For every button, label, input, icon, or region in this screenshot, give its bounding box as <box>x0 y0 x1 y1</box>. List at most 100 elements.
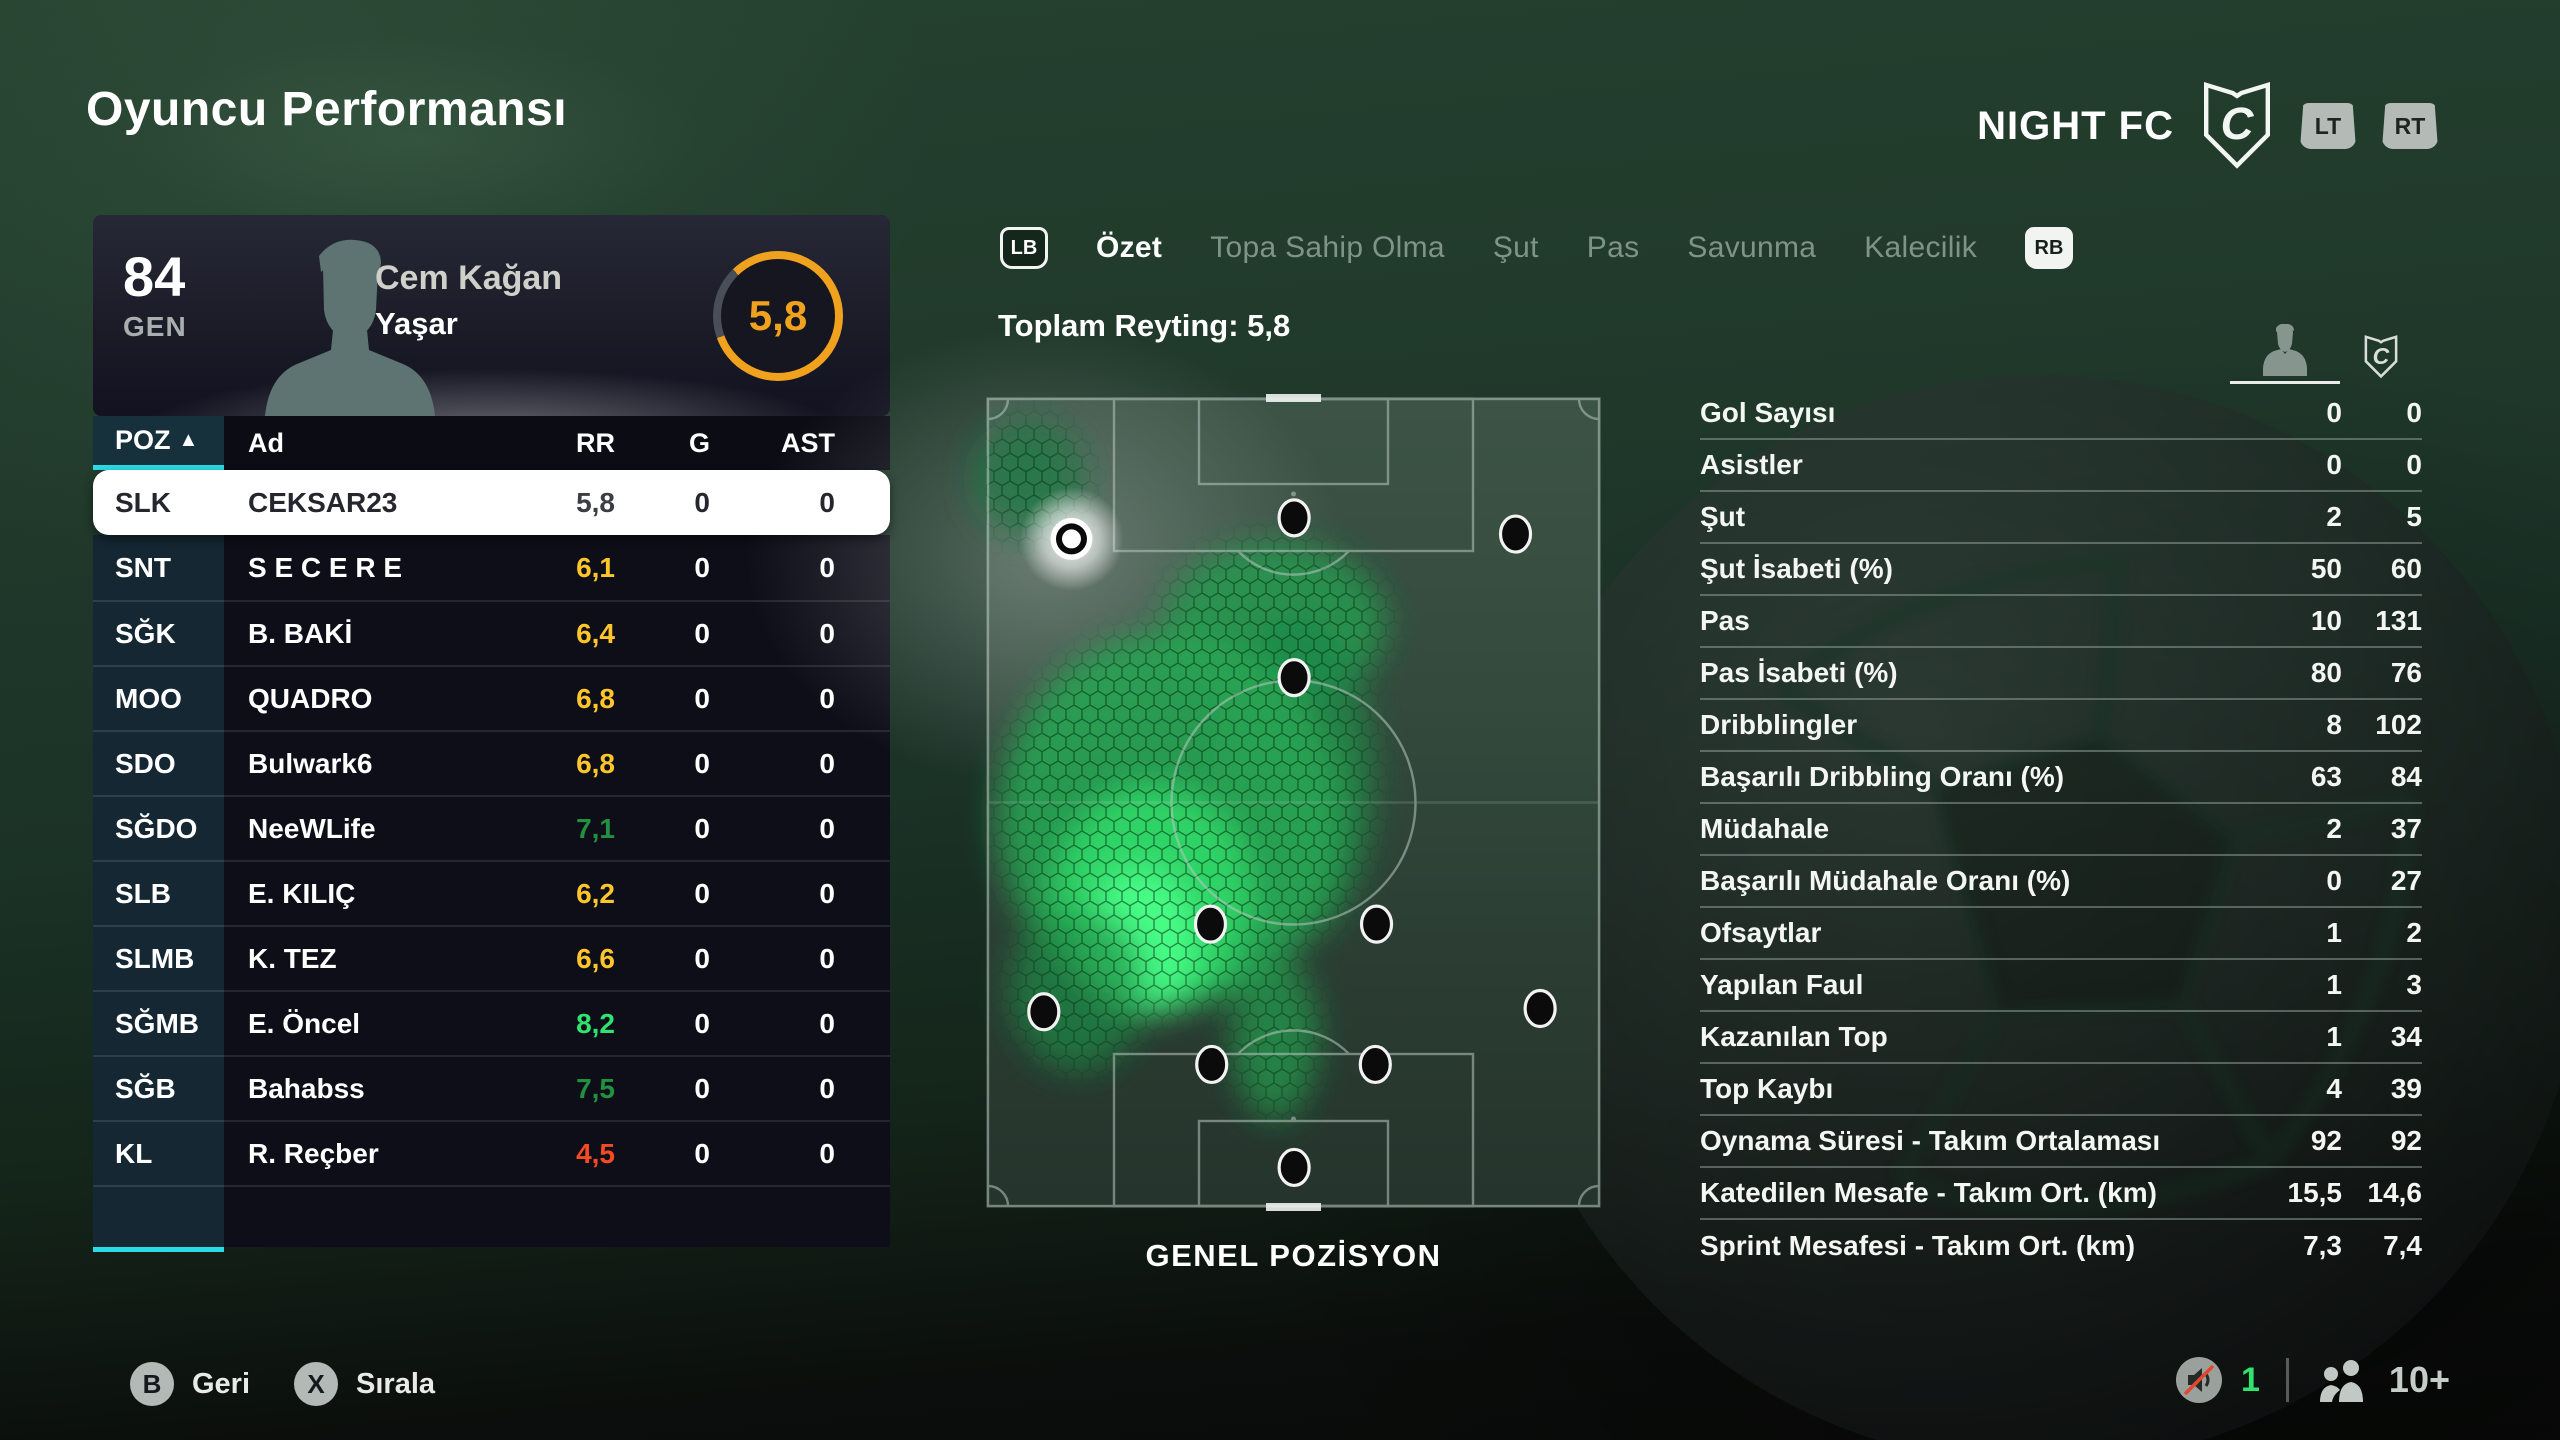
club-column-header: C <box>2340 335 2422 384</box>
player-overall-label: GEN <box>123 311 187 342</box>
table-row[interactable]: KL R. Reçber 4,5 0 0 <box>93 1120 890 1185</box>
stat-player-value: 15,5 <box>2287 1177 2343 1208</box>
cell-position: SLB <box>93 860 224 925</box>
cell-assists: 0 <box>819 486 835 518</box>
players-online-icon <box>2319 1360 2363 1402</box>
header-goals[interactable]: G <box>615 416 710 470</box>
match-rating-value: 5,8 <box>748 292 808 339</box>
bottom-goal <box>1266 1203 1321 1211</box>
stats-header: C <box>1700 312 2422 384</box>
roster-footer-accent <box>93 1247 224 1252</box>
back-hint[interactable]: B Geri <box>130 1362 250 1406</box>
stat-label: Dribblingler <box>1700 709 1858 740</box>
sort-label: Sırala <box>356 1367 436 1400</box>
stat-player-value: 1 <box>2326 969 2342 1000</box>
stat-player-value: 2 <box>2326 501 2342 532</box>
cell-match-rating: 6,8 <box>484 665 615 730</box>
table-row[interactable]: SLK CEKSAR23 5,8 0 0 <box>93 470 890 535</box>
stat-label: Yapılan Faul <box>1700 969 1864 1000</box>
cell-pad <box>835 925 890 990</box>
cell-position: SĞB <box>93 1055 224 1120</box>
stat-row: Şut 2 5 <box>1700 492 2422 544</box>
tab-item[interactable]: Kalecilik <box>1864 231 1977 264</box>
tab-item[interactable]: Topa Sahip Olma <box>1210 231 1445 264</box>
stat-row: Gol Sayısı 0 0 <box>1700 388 2422 440</box>
cell-goals: 0 <box>615 535 710 600</box>
cell-goals: 0 <box>615 795 710 860</box>
cell-goals: 0 <box>615 1120 710 1185</box>
cell-position: KL <box>93 1120 224 1185</box>
stat-club-value: 37 <box>2390 813 2422 844</box>
table-row[interactable]: SDO Bulwark6 6,8 0 0 <box>93 730 890 795</box>
tab-item[interactable]: Pas <box>1586 231 1640 264</box>
player-card: 84 GEN Cem Kağan Yaşar 5,8 <box>93 215 890 416</box>
tab-item[interactable]: Savunma <box>1687 231 1817 264</box>
cell-assists: 0 <box>710 795 835 860</box>
cell-position: SDO <box>93 730 224 795</box>
sort-hint[interactable]: X Sırala <box>294 1362 435 1406</box>
lb-bumper-icon[interactable]: LB <box>1000 227 1048 269</box>
player-last-name: Yaşar <box>375 306 458 341</box>
cell-pad <box>835 1120 890 1185</box>
stat-player-value: 0 <box>2326 449 2342 480</box>
stats-panel: C Gol Sayısı 0 0 Asistler 0 0 Şut <box>1700 312 2422 1272</box>
cell-goals: 0 <box>615 600 710 665</box>
cell-match-rating: 4,5 <box>484 1120 615 1185</box>
voice-muted-icon[interactable] <box>2175 1356 2223 1404</box>
table-row[interactable]: SĞMB E. Öncel 8,2 0 0 <box>93 990 890 1055</box>
stat-club-value: 92 <box>2390 1125 2422 1156</box>
stat-row: Başarılı Dribbling Oranı (%) 63 84 <box>1700 752 2422 804</box>
cell-pad <box>835 860 890 925</box>
stat-club-value: 3 <box>2406 969 2422 1000</box>
roster-empty-row <box>93 1185 890 1247</box>
header-rr[interactable]: RR <box>484 416 615 470</box>
header-pos[interactable]: POZ ▲ <box>93 416 224 470</box>
stat-club-value: 34 <box>2390 1021 2422 1052</box>
stats-rows: Gol Sayısı 0 0 Asistler 0 0 Şut 2 5 <box>1700 388 2422 1272</box>
cell-match-rating: 7,1 <box>484 795 615 860</box>
table-row[interactable]: SĞB Bahabss 7,5 0 0 <box>93 1055 890 1120</box>
cell-player-name: CEKSAR23 <box>248 486 398 518</box>
x-button-icon: X <box>294 1362 339 1406</box>
svg-text:C: C <box>2221 98 2255 149</box>
stat-player-value: 2 <box>2326 813 2342 844</box>
player-position-dots <box>1019 486 1557 1188</box>
stat-club-value: 14,6 <box>2367 1177 2423 1208</box>
stat-club-value: 60 <box>2390 553 2422 584</box>
table-row[interactable]: SLB E. KILIÇ 6,2 0 0 <box>93 860 890 925</box>
table-row[interactable]: SLMB K. TEZ 6,6 0 0 <box>93 925 890 990</box>
cell-goals: 0 <box>694 486 710 518</box>
header-name[interactable]: Ad <box>224 416 484 470</box>
player-column-header <box>2230 324 2340 384</box>
cell-player-name: E. Öncel <box>224 990 484 1055</box>
cell-match-rating: 7,5 <box>484 1055 615 1120</box>
cell-goals: 0 <box>615 925 710 990</box>
cell-position: SLK <box>115 486 171 518</box>
stat-row: Sprint Mesafesi - Takım Ort. (km) 7,3 7,… <box>1700 1220 2422 1272</box>
stat-row: Yapılan Faul 1 3 <box>1700 960 2422 1012</box>
cell-player-name: QUADRO <box>224 665 484 730</box>
pitch-caption: GENEL POZİSYON <box>1145 1238 1442 1273</box>
stat-row: Dribblingler 8 102 <box>1700 700 2422 752</box>
table-row[interactable]: MOO QUADRO 6,8 0 0 <box>93 665 890 730</box>
stat-label: Başarılı Müdahale Oranı (%) <box>1700 865 2071 896</box>
cell-player-name: K. TEZ <box>224 925 484 990</box>
cell-pad <box>835 1055 890 1120</box>
stat-club-value: 27 <box>2390 865 2422 896</box>
stat-player-value: 7,3 <box>2303 1230 2342 1261</box>
cell-match-rating: 6,8 <box>484 730 615 795</box>
stat-row: Pas 10 131 <box>1700 596 2422 648</box>
rb-bumper-icon[interactable]: RB <box>2025 227 2073 269</box>
cell-position: SĞMB <box>93 990 224 1055</box>
top-goal <box>1266 394 1321 402</box>
tab-item[interactable]: Özet <box>1096 231 1163 264</box>
stat-player-value: 1 <box>2326 917 2342 948</box>
stat-label: Pas İsabeti (%) <box>1700 657 1898 688</box>
table-row[interactable]: SĞDO NeeWLife 7,1 0 0 <box>93 795 890 860</box>
club-crest-icon: C <box>2204 82 2270 169</box>
cell-position: MOO <box>93 665 224 730</box>
tab-list: Özet Topa Sahip Olma Şut Pas Savunma Kal… <box>1096 231 1977 265</box>
stat-row: Ofsaytlar 1 2 <box>1700 908 2422 960</box>
tab-item[interactable]: Şut <box>1492 231 1539 264</box>
team-name: NIGHT FC <box>1977 103 2174 148</box>
